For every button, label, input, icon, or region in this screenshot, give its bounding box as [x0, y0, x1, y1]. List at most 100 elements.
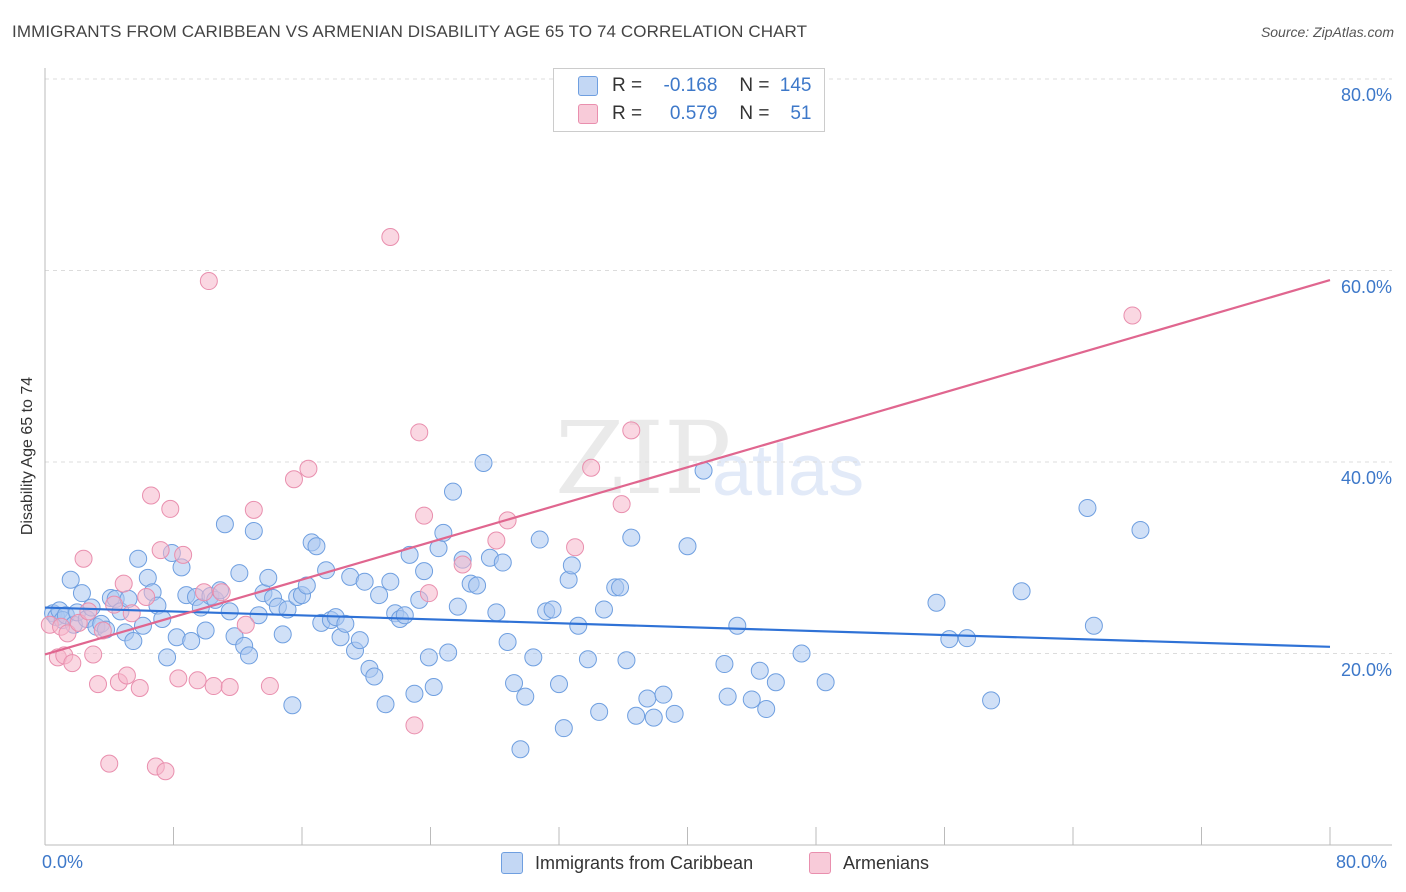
point-caribbean — [129, 549, 148, 568]
point-armenians — [612, 495, 631, 514]
point-armenians — [161, 499, 180, 518]
point-armenians — [204, 677, 223, 696]
point-caribbean — [419, 648, 438, 667]
point-armenians — [79, 602, 98, 621]
point-caribbean — [611, 578, 630, 597]
legend-n-label: N = — [739, 75, 770, 96]
point-armenians — [151, 541, 170, 560]
trend-line-caribbean — [44, 606, 1331, 648]
point-caribbean — [124, 632, 143, 651]
point-caribbean — [715, 655, 734, 674]
point-caribbean — [376, 695, 395, 714]
point-caribbean — [569, 616, 588, 635]
point-caribbean — [654, 685, 673, 704]
point-caribbean — [355, 572, 374, 591]
legend-row-armenians: R = 0.579 N = 51 — [578, 101, 812, 127]
point-caribbean — [792, 644, 811, 663]
point-armenians — [169, 669, 188, 688]
legend-swatch-caribbean — [501, 852, 523, 874]
point-caribbean — [493, 553, 512, 572]
point-caribbean — [562, 556, 581, 575]
point-armenians — [63, 654, 82, 673]
legend-row-caribbean: R = -0.168 N = 145 — [578, 73, 812, 99]
point-caribbean — [718, 687, 737, 706]
y-tick-label: 60.0% — [1340, 276, 1392, 297]
point-caribbean — [590, 702, 609, 721]
point-caribbean — [395, 606, 414, 625]
grid-lines — [45, 78, 1392, 654]
point-armenians — [58, 624, 77, 643]
point-caribbean — [424, 678, 443, 697]
point-armenians — [130, 678, 149, 697]
point-caribbean — [927, 593, 946, 612]
point-armenians — [212, 583, 231, 602]
point-caribbean — [244, 521, 263, 540]
point-armenians — [195, 583, 214, 602]
point-caribbean — [1084, 616, 1103, 635]
legend-n-value: 145 — [779, 75, 812, 96]
legend-swatch-caribbean — [578, 76, 598, 96]
point-caribbean — [957, 629, 976, 648]
point-armenians — [582, 458, 601, 477]
point-caribbean — [72, 584, 91, 603]
point-armenians — [236, 615, 255, 634]
chart-title: IMMIGRANTS FROM CARIBBEAN VS ARMENIAN DI… — [12, 22, 808, 41]
point-caribbean — [283, 696, 302, 715]
point-caribbean — [468, 576, 487, 595]
point-caribbean — [617, 651, 636, 670]
point-armenians — [220, 678, 239, 697]
series-name-caribbean: Immigrants from Caribbean — [535, 852, 754, 873]
trend-line-armenians — [44, 279, 1331, 656]
point-caribbean — [766, 673, 785, 692]
point-caribbean — [524, 648, 543, 667]
point-armenians — [142, 486, 161, 505]
point-caribbean — [448, 597, 467, 616]
point-caribbean — [415, 562, 434, 581]
point-armenians — [137, 588, 156, 607]
series-name-armenians: Armenians — [843, 852, 930, 873]
point-caribbean — [578, 650, 597, 669]
point-caribbean — [439, 643, 458, 662]
point-armenians — [84, 645, 103, 664]
correlation-legend: R = -0.168 N = 145 R = 0.579 N = 51 — [553, 68, 825, 132]
point-armenians — [487, 531, 506, 550]
series-legend-caribbean: Immigrants from Caribbean — [501, 852, 753, 874]
point-caribbean — [350, 631, 369, 650]
point-caribbean — [516, 687, 535, 706]
point-caribbean — [543, 600, 562, 619]
point-armenians — [260, 677, 279, 696]
x-tick-label-max: 80.0% — [1336, 852, 1388, 872]
series-armenians-points — [40, 227, 1142, 781]
point-caribbean — [381, 572, 400, 591]
point-caribbean — [982, 691, 1001, 710]
point-caribbean — [182, 632, 201, 651]
point-caribbean — [273, 625, 292, 644]
point-caribbean — [278, 600, 297, 619]
point-caribbean — [622, 528, 641, 547]
point-armenians — [415, 506, 434, 525]
point-caribbean — [443, 482, 462, 501]
legend-r-label: R = — [612, 103, 643, 124]
trend-lines — [44, 279, 1331, 656]
point-caribbean — [498, 633, 517, 652]
point-caribbean — [239, 646, 258, 665]
point-caribbean — [550, 675, 568, 694]
legend-n-label: N = — [739, 103, 770, 124]
point-caribbean — [158, 648, 177, 667]
point-armenians — [1123, 306, 1142, 325]
source-note: Source: ZipAtlas.com — [1260, 24, 1394, 40]
point-armenians — [405, 716, 424, 735]
point-armenians — [453, 555, 472, 574]
point-caribbean — [487, 603, 506, 622]
y-tick-label: 80.0% — [1340, 85, 1392, 105]
point-caribbean — [757, 700, 776, 719]
point-armenians — [156, 762, 175, 781]
point-armenians — [89, 675, 108, 694]
point-caribbean — [61, 570, 80, 589]
point-caribbean — [816, 673, 835, 692]
point-caribbean — [400, 545, 419, 564]
point-armenians — [188, 671, 207, 690]
point-armenians — [74, 549, 93, 568]
point-armenians — [381, 227, 400, 246]
